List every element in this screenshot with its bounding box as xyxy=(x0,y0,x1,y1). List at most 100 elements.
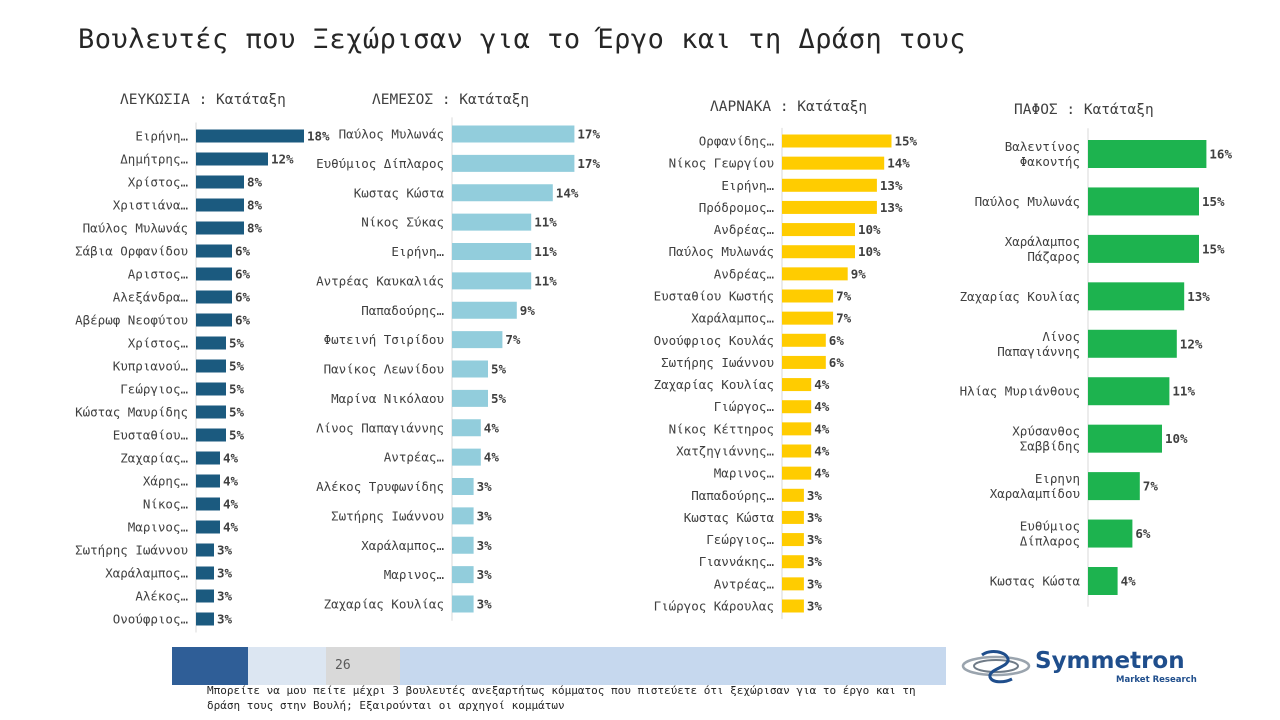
bar xyxy=(452,419,481,437)
data-label: 12% xyxy=(271,152,294,167)
bar xyxy=(452,595,474,613)
chart-title: ΛΕΜΕΣΟΣ : Κατάταξη xyxy=(372,92,530,108)
data-label: 3% xyxy=(477,479,493,494)
data-label: 13% xyxy=(1187,289,1210,304)
bar xyxy=(1088,282,1185,311)
data-label: 4% xyxy=(484,450,500,465)
logo-name: Symmetron xyxy=(1035,648,1185,674)
category-label: Σαββίδης xyxy=(1020,439,1080,454)
data-label: 3% xyxy=(477,567,493,582)
category-label: Ορφανίδης… xyxy=(699,134,775,149)
bar xyxy=(1088,329,1177,358)
bar xyxy=(452,184,553,202)
bar xyxy=(1088,187,1199,216)
category-label: Χρίστος… xyxy=(128,175,189,190)
category-label: Γεώργιος… xyxy=(706,532,774,547)
category-label: Παπαγιάννης xyxy=(997,344,1080,359)
bar xyxy=(1088,140,1207,168)
chart-pafos: ΠΑΦΟΣ : Κατάταξη Βαλεντίνος Φακοντής 16% Πα… xyxy=(960,102,1232,607)
chart-title: ΠΑΦΟΣ : Κατάταξη xyxy=(1014,102,1154,118)
bar xyxy=(196,566,214,580)
data-label: 5% xyxy=(491,391,507,406)
data-label: 11% xyxy=(534,244,557,259)
category-label: Μαρίνα Νικόλαου xyxy=(331,391,444,406)
data-label: 17% xyxy=(577,156,600,171)
chart-lefkosia: ΛΕΥΚΩΣΙΑ : Κατάταξη Ειρήνη… 18% Δημήτρης… 1… xyxy=(0,0,330,640)
chart-title: ΛΑΡΝΑΚΑ : Κατάταξη xyxy=(710,99,868,115)
bar xyxy=(782,200,877,214)
bar xyxy=(196,451,220,465)
bar xyxy=(782,289,834,303)
swirl-logo-icon xyxy=(961,650,1031,684)
category-label: Χάρης… xyxy=(143,474,189,489)
bar xyxy=(196,313,232,327)
bar xyxy=(782,223,855,237)
category-label: Πρόδρομος… xyxy=(699,200,775,215)
data-label: 11% xyxy=(534,215,557,230)
category-label: Κώστας Μαυρίδης xyxy=(75,405,188,420)
category-label: Χαράλαμπος… xyxy=(105,566,188,581)
data-label: 4% xyxy=(223,497,239,512)
bar xyxy=(452,507,474,525)
category-label: Σωτήρης Ιωάννου xyxy=(661,355,774,370)
category-label: Νίκος Σύκας xyxy=(361,215,444,230)
data-label: 3% xyxy=(807,532,823,547)
bar xyxy=(782,533,804,547)
category-label: Ονούφριος… xyxy=(113,612,189,627)
category-label: Σάβια Ορφανίδου xyxy=(75,244,188,259)
data-label: 10% xyxy=(858,222,881,237)
data-label: 7% xyxy=(836,289,852,304)
category-label: Χαράλαμπος… xyxy=(361,538,444,553)
bar xyxy=(452,566,474,584)
category-label: Αντρέας… xyxy=(384,450,445,465)
data-label: 7% xyxy=(836,311,852,326)
data-label: 7% xyxy=(505,332,521,347)
category-label: Αντρέας Καυκαλιάς xyxy=(316,273,444,288)
data-label: 4% xyxy=(1121,574,1137,589)
bar xyxy=(782,599,804,613)
category-label: Σωτήρης Ιωάννου xyxy=(331,508,444,523)
category-label: Λίνος xyxy=(1042,329,1080,344)
data-label: 17% xyxy=(577,127,600,142)
bar xyxy=(452,478,474,495)
data-label: 5% xyxy=(491,362,507,377)
data-label: 6% xyxy=(235,244,251,259)
bar xyxy=(782,444,812,458)
category-label: Νίκος Γεωργίου xyxy=(669,156,774,171)
data-label: 5% xyxy=(229,359,245,374)
category-label: Κυπριανού… xyxy=(113,359,189,374)
data-label: 14% xyxy=(556,185,579,200)
logo: Symmetron Market Research xyxy=(960,645,1200,690)
data-label: 3% xyxy=(217,612,233,627)
bar xyxy=(196,520,220,534)
data-label: 6% xyxy=(235,267,251,282)
category-label: Αλέκος… xyxy=(135,589,188,604)
category-label: Παπαδούρης… xyxy=(361,303,444,318)
category-label: Ανδρέας… xyxy=(714,222,775,237)
data-label: 5% xyxy=(229,428,245,443)
footer-bar-blue xyxy=(400,647,946,685)
category-label: Φωτεινή Τσιρίδου xyxy=(324,332,444,347)
data-label: 9% xyxy=(520,303,536,318)
category-label: Χρύσανθος xyxy=(1012,424,1080,439)
data-label: 12% xyxy=(1180,336,1203,351)
category-label: Ευθύμιος Δίπλαρος xyxy=(316,156,444,171)
category-label: Ειρήνη… xyxy=(135,129,188,144)
bar xyxy=(452,536,474,554)
bar xyxy=(452,448,481,466)
data-label: 5% xyxy=(229,382,245,397)
category-label: Αριστος… xyxy=(128,267,189,282)
category-label: Αλέκος Τρυφωνίδης xyxy=(316,479,444,494)
logo-tagline: Market Research xyxy=(1116,675,1197,685)
bar xyxy=(196,221,244,235)
category-label: Μαρινος… xyxy=(384,567,445,582)
category-label: Αντρέας… xyxy=(714,576,775,591)
data-label: 15% xyxy=(895,134,918,149)
data-label: 16% xyxy=(1209,147,1232,162)
data-label: 13% xyxy=(880,200,903,215)
data-label: 4% xyxy=(223,520,239,535)
category-label: Χαράλαμπος… xyxy=(691,311,774,326)
data-label: 3% xyxy=(477,508,493,523)
bar xyxy=(196,267,232,281)
